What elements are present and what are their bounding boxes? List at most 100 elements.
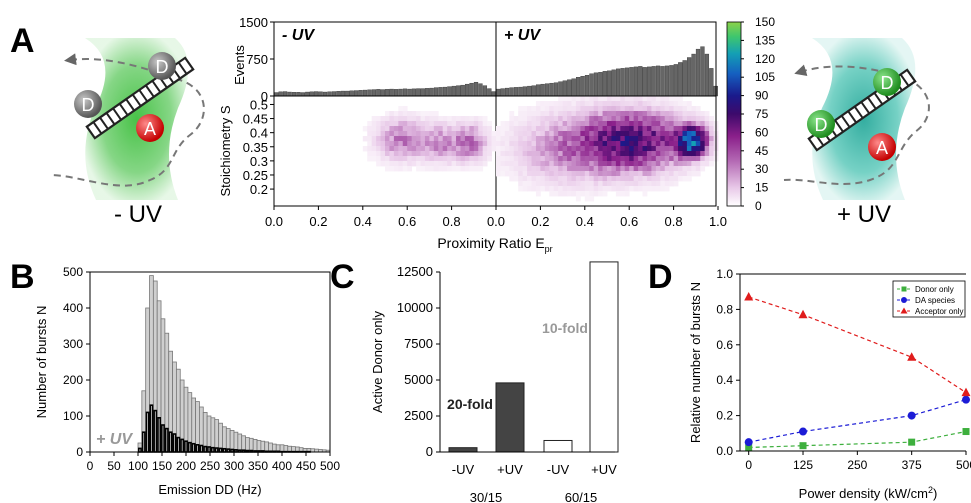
heatmap-cell: [549, 146, 555, 152]
heatmap-cell: [624, 106, 630, 112]
heatmap-cell: [473, 166, 479, 172]
heatmap-cell: [451, 156, 457, 162]
heatmap-cell: [478, 166, 484, 172]
events-bar: [531, 85, 536, 97]
heatmap-cell: [416, 131, 421, 137]
heatmap-cell: [509, 136, 515, 142]
b-ytick-label: 100: [63, 409, 83, 423]
heatmap-cell: [402, 161, 408, 167]
heatmap-cell: [589, 126, 595, 132]
heatmap-cell: [478, 141, 484, 147]
heatmap-cell: [416, 111, 421, 117]
heatmap-cell: [638, 96, 643, 102]
heatmap-cell: [447, 156, 452, 162]
heatmap-cell: [678, 96, 683, 102]
heatmap-cell: [669, 96, 674, 102]
heatmap-cell: [678, 121, 683, 127]
heatmap-cell: [620, 131, 626, 137]
heatmap-cell: [558, 161, 563, 167]
heatmap-cell: [389, 146, 395, 152]
events-bar: [553, 82, 559, 97]
events-bar: [544, 83, 550, 97]
heatmap-cell: [380, 126, 386, 132]
heatmap-cell: [624, 146, 630, 152]
heatmap-cell: [447, 151, 452, 157]
heatmap-cell: [615, 171, 621, 177]
heatmap-cell: [496, 166, 501, 172]
heatmap-cell: [531, 136, 537, 142]
heatmap-cell: [655, 176, 661, 182]
heatmap-cell: [416, 146, 421, 152]
heatmap-cell: [615, 161, 621, 167]
heatmap-cell: [380, 136, 386, 142]
heatmap-cell: [638, 136, 643, 142]
heatmap-cell: [424, 146, 430, 152]
heatmap-cell: [602, 186, 608, 192]
heatmap-cell: [496, 146, 501, 152]
heatmap-cell: [629, 96, 635, 102]
heatmap-cell: [518, 111, 524, 117]
heatmap-cell: [571, 121, 577, 127]
heatmap-cell: [402, 106, 408, 112]
heatmap-cell: [678, 151, 683, 157]
heatmap-cell: [607, 141, 612, 147]
heatmap-cell: [593, 151, 599, 157]
heatmap-cell: [518, 151, 524, 157]
heatmap-cell: [451, 161, 457, 167]
b-ytick-label: 500: [63, 265, 83, 279]
heatmap-cell: [584, 146, 590, 152]
heatmap-cell: [447, 116, 452, 122]
plus-uv-bar: [145, 411, 150, 453]
heatmap-cell: [593, 146, 599, 152]
heatmap-cell: [615, 181, 621, 187]
heatmap-cell: [660, 96, 666, 102]
heatmap-cell: [691, 121, 697, 127]
heatmap-cell: [420, 141, 426, 147]
heatmap-cell: [385, 166, 390, 172]
heatmap-cell: [558, 121, 563, 127]
heatmap-cell: [385, 151, 390, 157]
heatmap-cell: [518, 126, 524, 132]
heatmap-cell: [646, 161, 652, 167]
heatmap-cell: [571, 146, 577, 152]
events-bar: [700, 46, 705, 97]
heatmap-cell: [553, 166, 559, 172]
heatmap-cell: [549, 186, 555, 192]
heatmap-cell: [660, 156, 666, 162]
heatmap-cell: [451, 141, 457, 147]
panel-a-chart: - UV + UV07501500Events0.20.250.30.350.40…: [218, 15, 775, 254]
heatmap-cell: [420, 116, 426, 122]
heatmap-cell: [611, 166, 617, 172]
heatmap-cell: [593, 171, 599, 177]
b-annotation: + UV: [96, 431, 133, 448]
heatmap-cell: [700, 141, 706, 147]
heatmap-cell: [607, 126, 612, 132]
heatmap-cell: [500, 141, 506, 147]
heatmap-cell: [686, 101, 692, 107]
heatmap-cell: [416, 151, 421, 157]
heatmap-cell: [456, 156, 461, 162]
heatmap-cell: [651, 186, 657, 192]
heatmap-cell: [416, 126, 421, 132]
heatmap-cell: [567, 151, 572, 157]
heatmap-cell: [695, 161, 701, 167]
heatmap-cell: [664, 151, 670, 157]
events-bar: [704, 53, 710, 97]
heatmap-cell: [642, 161, 648, 167]
heatmap-cell: [673, 111, 679, 117]
heatmap-cell: [669, 151, 674, 157]
heatmap-cell: [380, 141, 386, 147]
heatmap-cell: [651, 156, 657, 162]
heatmap-cell: [593, 166, 599, 172]
heatmap-cell: [562, 156, 568, 162]
events-bar: [669, 65, 674, 97]
events-bar: [687, 57, 692, 97]
heatmap-cell: [624, 136, 630, 142]
heatmap-cell: [704, 156, 710, 162]
heatmap-cell: [553, 141, 559, 147]
acceptor-only-point: [907, 352, 917, 361]
plus-uv-bar: [207, 446, 211, 453]
heatmap-cell: [456, 161, 461, 167]
heatmap-cell: [629, 101, 635, 107]
heatmap-cell: [611, 116, 617, 122]
